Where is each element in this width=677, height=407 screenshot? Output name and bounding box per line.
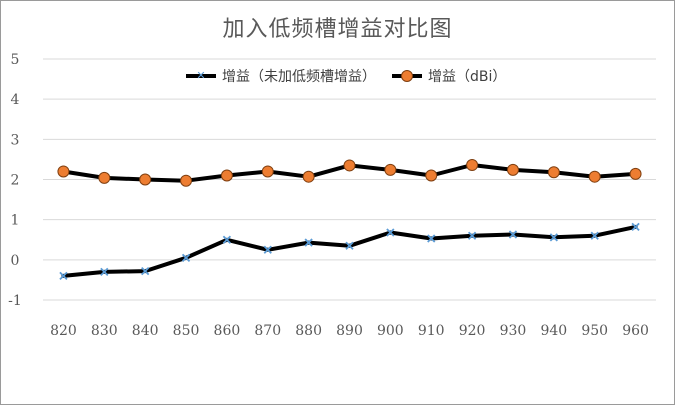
series-1-point-3: [181, 253, 191, 262]
series-2-point-3: [180, 174, 193, 187]
x-tick-label-14: 960: [622, 323, 649, 339]
y-tick-label-3: 2: [11, 173, 20, 189]
series-2-point-10: [466, 159, 479, 172]
x-tick-label-2: 840: [132, 323, 159, 339]
y-tick-label-0: 5: [11, 52, 20, 68]
series-1-point-0: [59, 271, 68, 281]
legend-swatch-series-1: ✕: [186, 69, 216, 82]
x-tick-label-10: 920: [459, 323, 486, 339]
series-1-point-8: [386, 228, 395, 237]
legend-label-series-1: 增益（未加低频槽增益）: [222, 69, 376, 85]
x-tick-label-4: 860: [214, 323, 241, 339]
series-line-1: [61, 224, 638, 278]
chart-title: 加入低频槽增益对比图: [222, 17, 453, 42]
series-2-point-12: [547, 166, 560, 179]
x-tick-label-13: 950: [581, 323, 608, 339]
x-tick-label-6: 880: [295, 323, 322, 339]
series-1-point-2: [141, 266, 150, 276]
x-tick-label-5: 870: [254, 323, 281, 339]
series-2-point-6: [302, 170, 315, 183]
chart-legend: ✕ 增益（未加低频槽增益） 增益（dBi）: [186, 64, 506, 88]
series-1-point-5: [263, 245, 272, 254]
series-2-point-0: [57, 165, 70, 178]
legend-item-series-1: ✕ 增益（未加低频槽增益）: [186, 66, 376, 86]
series-1-point-13: [590, 231, 599, 240]
series-1-point-4: [222, 235, 232, 244]
x-tick-label-0: 820: [50, 323, 77, 339]
series-1-point-1: [100, 267, 109, 277]
series-1-point-12: [549, 233, 558, 242]
legend-label-series-2: 增益（dBi）: [428, 69, 507, 85]
series-2-point-14: [629, 167, 642, 180]
series-1-point-11: [508, 230, 518, 239]
series-2-point-13: [588, 170, 601, 183]
circle-marker-icon: [401, 70, 413, 82]
x-tick-label-9: 910: [418, 323, 445, 339]
legend-item-series-2: 增益（dBi）: [392, 66, 506, 86]
x-tick-label-3: 850: [173, 323, 200, 339]
series-2-point-7: [343, 159, 356, 172]
series-1-point-6: [304, 238, 313, 247]
y-tick-label-6: -1: [8, 293, 22, 309]
y-tick-label-4: 1: [11, 213, 20, 229]
series-2-point-2: [139, 173, 152, 186]
x-tick-label-11: 930: [500, 323, 527, 339]
series-2-point-9: [425, 169, 438, 182]
x-tick-label-7: 890: [336, 323, 363, 339]
x-tick-label-8: 900: [377, 323, 404, 339]
series-2-point-8: [384, 163, 397, 176]
y-tick-label-5: 0: [11, 253, 20, 269]
series-2-point-1: [98, 171, 111, 184]
series-2-point-4: [220, 169, 233, 182]
series-1-point-14: [631, 222, 640, 232]
series-2-point-11: [506, 163, 519, 176]
series-1-point-10: [467, 231, 477, 240]
series-1-point-7: [345, 241, 354, 250]
x-tick-label-1: 830: [91, 323, 118, 339]
y-tick-label-2: 3: [11, 132, 20, 148]
x-tick-label-12: 940: [540, 323, 567, 339]
y-tick-label-1: 4: [11, 92, 20, 108]
x-marker-icon: ✕: [196, 69, 206, 82]
series-2-point-5: [261, 165, 274, 178]
legend-swatch-series-2: [392, 70, 422, 82]
series-1-point-9: [427, 234, 436, 243]
